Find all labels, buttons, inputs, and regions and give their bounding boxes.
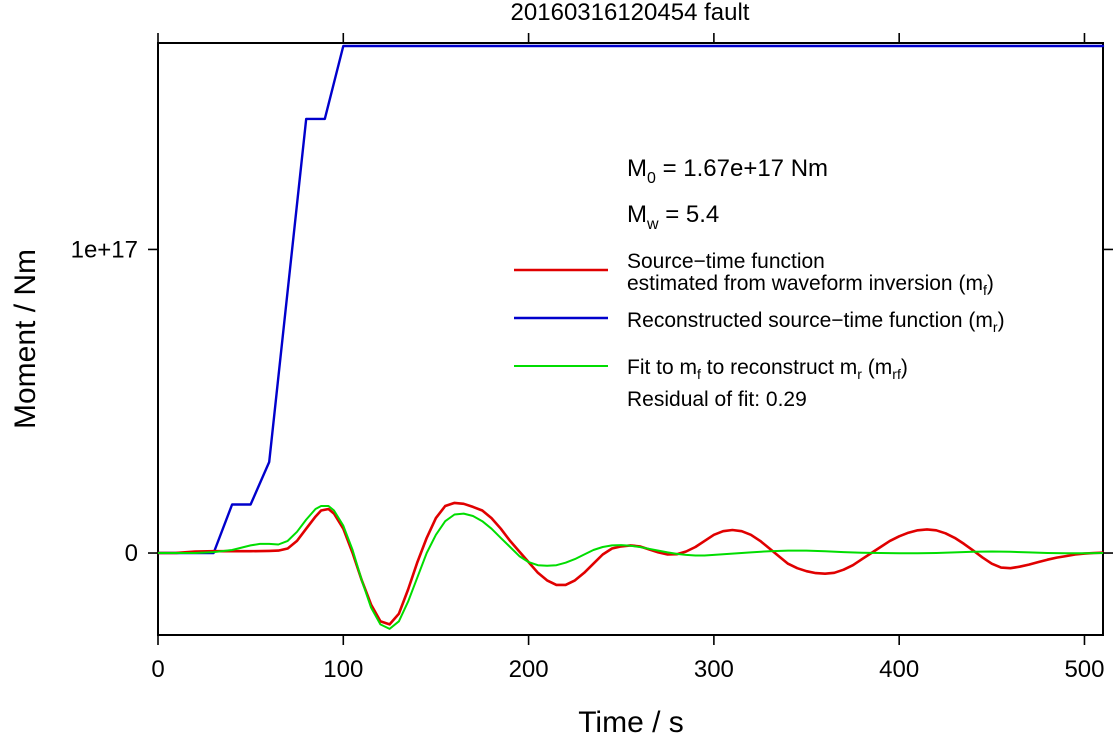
mw-subscript: w <box>646 216 659 233</box>
legend-label-mf-line1: Source−time function <box>627 250 825 273</box>
svg-text:M0 = 1.67e+17 Nm: M0 = 1.67e+17 Nm <box>627 155 828 187</box>
mw-symbol: M <box>627 201 647 228</box>
legend-item-mr: Reconstructed source−time function (mr) <box>514 309 1005 335</box>
x-tick-label-400: 400 <box>879 656 919 683</box>
series-layer <box>156 44 1105 630</box>
legend-label-mf-line2: estimated from waveform inversion (mf) <box>627 272 994 298</box>
svg-text:Mw = 5.4: Mw = 5.4 <box>627 201 719 233</box>
y-axis-title: Moment / Nm <box>9 249 42 429</box>
tick-layer: 0 100 200 300 400 500 0 1e+17 <box>71 33 1113 683</box>
y-tick-label-0: 0 <box>125 540 138 567</box>
m0-subscript: 0 <box>647 170 656 187</box>
chart-title: 20160316120454 fault <box>511 0 750 26</box>
x-tick-label-200: 200 <box>509 656 549 683</box>
plot-area: 0 100 200 300 400 500 0 1e+17 <box>71 33 1113 683</box>
residual-annotation: Residual of fit: 0.29 <box>627 388 807 411</box>
series-line-mf <box>156 501 1105 626</box>
m0-value: = 1.67e+17 Nm <box>656 155 828 182</box>
x-tick-label-300: 300 <box>694 656 734 683</box>
m0-symbol: M <box>627 155 647 182</box>
m0-annotation: M0 = 1.67e+17 Nm <box>627 155 828 187</box>
y-tick-label-1: 1e+17 <box>71 236 138 263</box>
legend-label-mrf: Fit to mf to reconstruct mr (mrf) <box>627 356 908 382</box>
x-tick-label-100: 100 <box>323 656 363 683</box>
series-line-mrf <box>157 505 1104 630</box>
mw-value: = 5.4 <box>659 201 720 228</box>
legend-label-mr: Reconstructed source−time function (mr) <box>627 309 1005 335</box>
legend: Source−time function estimated from wave… <box>514 250 1005 411</box>
x-axis-title: Time / s <box>578 706 684 736</box>
series-line-mr <box>156 44 1105 555</box>
mw-annotation: Mw = 5.4 <box>627 201 719 233</box>
x-tick-label-500: 500 <box>1064 656 1104 683</box>
legend-item-mf: Source−time function estimated from wave… <box>514 250 994 298</box>
x-tick-label-0: 0 <box>151 656 164 683</box>
legend-item-mrf: Fit to mf to reconstruct mr (mrf) <box>514 356 908 382</box>
plot-frame <box>157 42 1104 636</box>
